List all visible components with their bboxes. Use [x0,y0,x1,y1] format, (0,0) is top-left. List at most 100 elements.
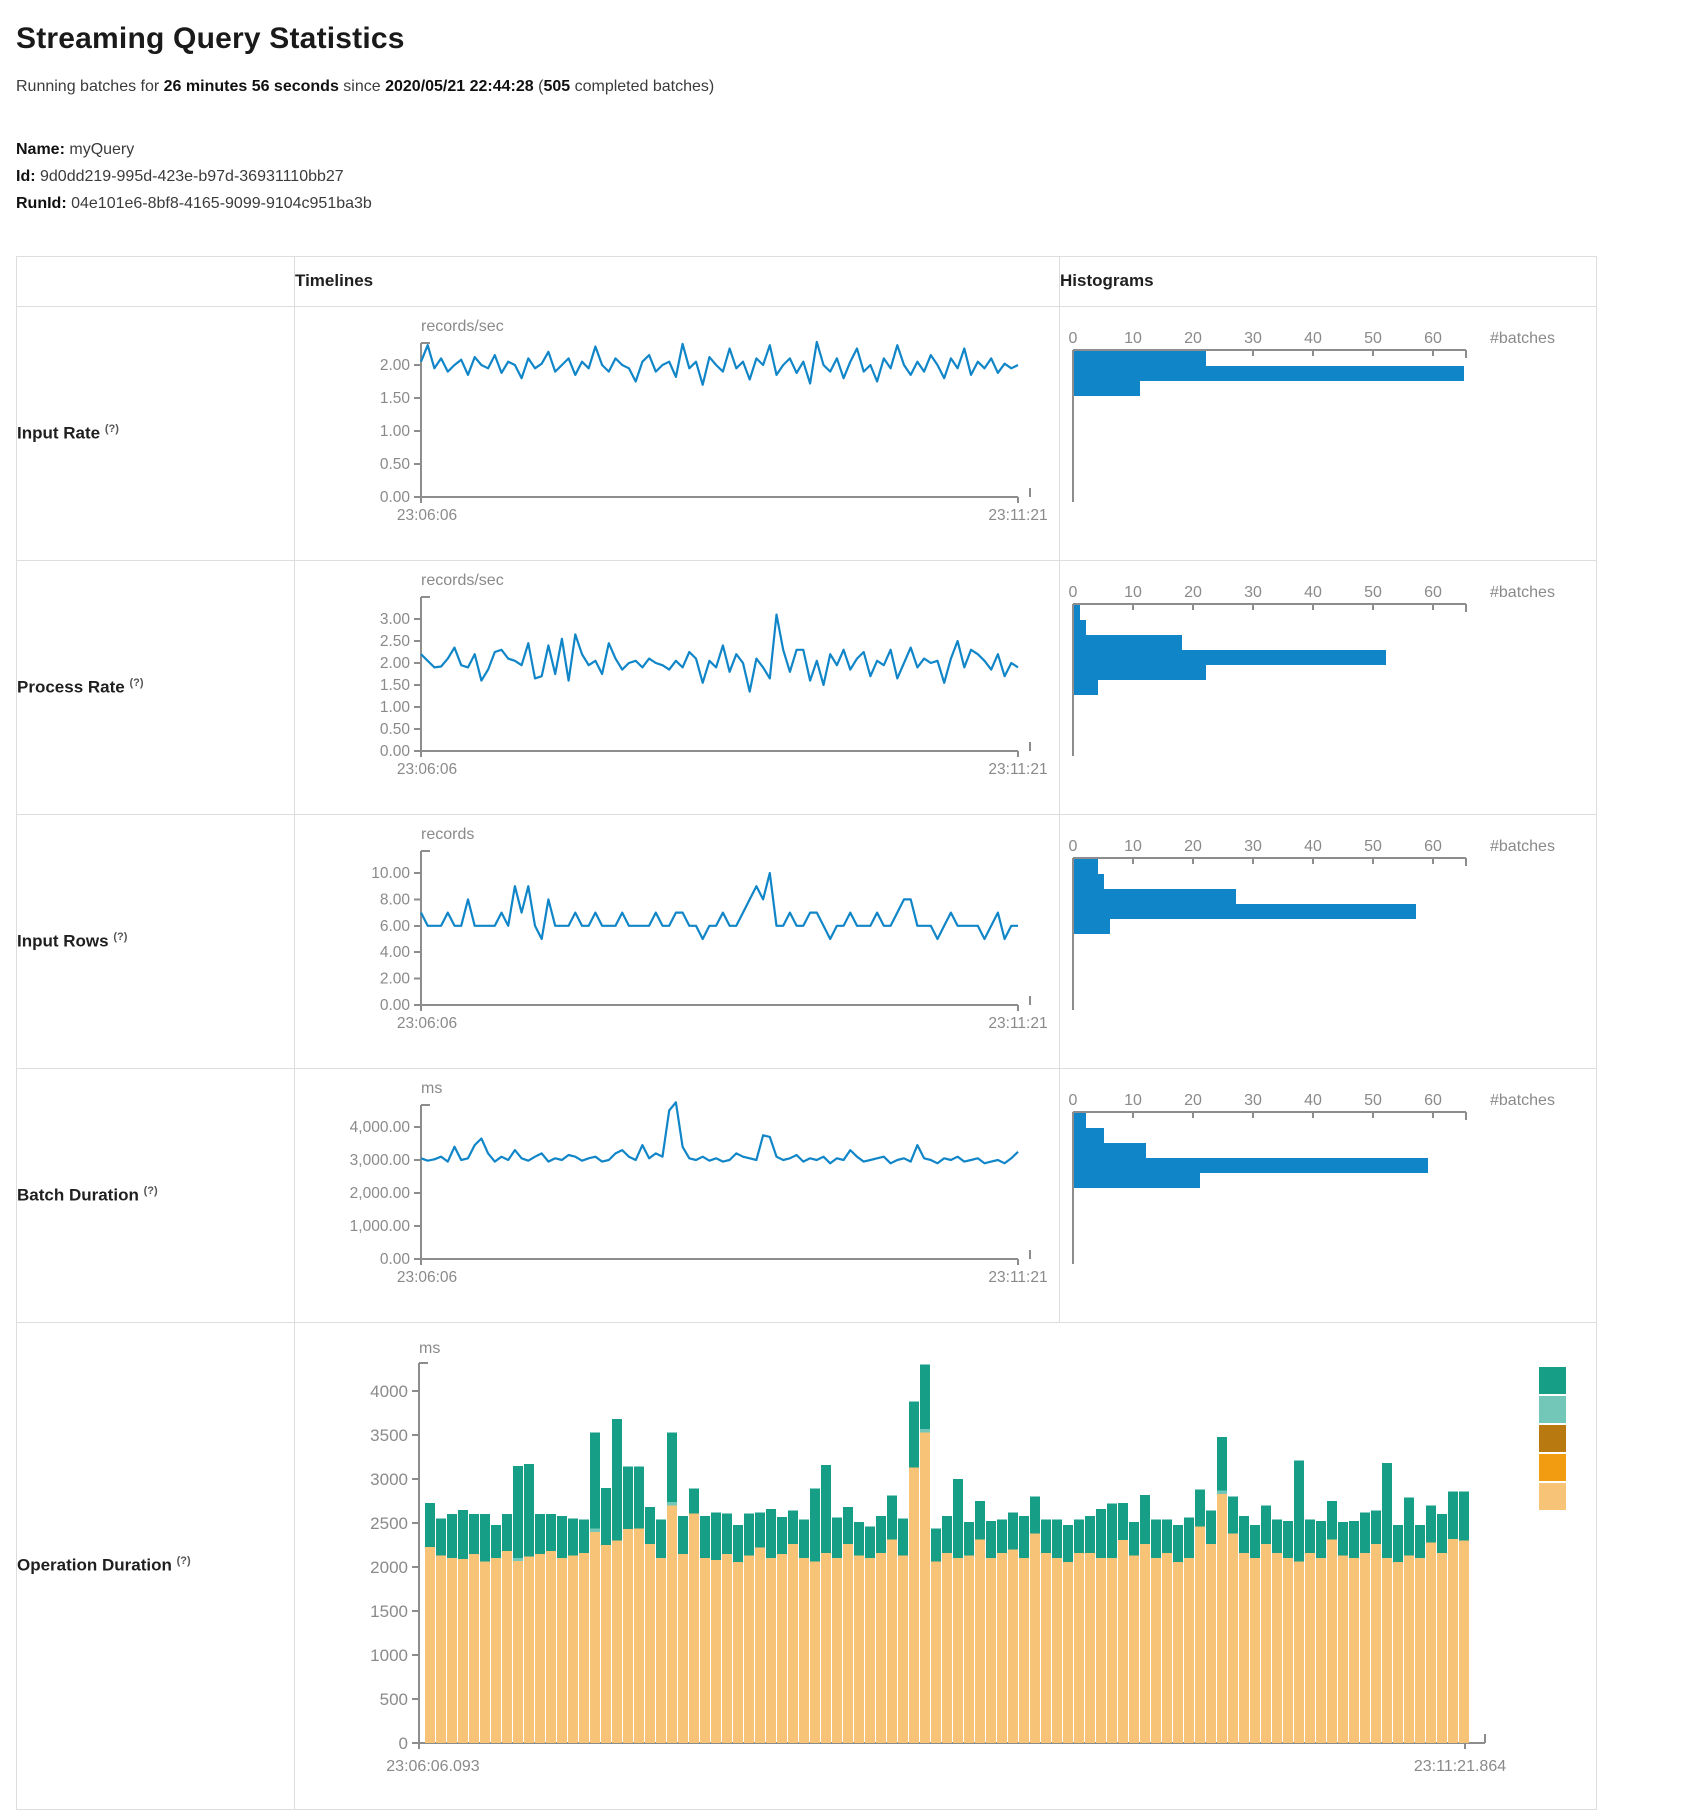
svg-text:6.00: 6.00 [380,917,411,934]
svg-text:23:06:06.093: 23:06:06.093 [386,1758,480,1775]
timelines-header: Timelines [294,255,1060,307]
process-rate-label: Process Rate [17,677,125,697]
svg-text:1500: 1500 [370,1602,408,1621]
svg-text:23:11:21: 23:11:21 [988,1269,1047,1286]
query-id-label: Id: [16,168,36,186]
input-rate-histogram-chart: 0 10 20 30 40 50 60 #batches [1060,307,1596,560]
svg-text:4,000.00: 4,000.00 [350,1119,411,1136]
svg-text:2,000.00: 2,000.00 [350,1185,411,1202]
svg-text:0: 0 [1069,330,1078,347]
svg-text:2.00: 2.00 [380,970,411,987]
svg-text:23:06:06: 23:06:06 [397,1269,457,1286]
input-rate-help-icon[interactable]: (?) [104,422,119,435]
batch-duration-timeline-chart: ms 0.00 1,000.00 2,000.00 3,000.00 4,000.00 23… [295,1069,1059,1322]
svg-text:1,000.00: 1,000.00 [350,1218,411,1235]
svg-text:50: 50 [1364,584,1382,601]
svg-text:60: 60 [1424,330,1442,347]
svg-text:1.00: 1.00 [380,699,411,716]
process-rate-histogram-cell: 0 10 20 30 40 50 60 #batches [1059,559,1597,815]
running-mid: since [338,78,386,95]
svg-text:0.00: 0.00 [380,743,411,760]
input-rows-timeline-chart: records 0.00 2.00 4.00 6.00 8.00 10.00 23:06:06… [295,815,1059,1068]
svg-text:20: 20 [1184,838,1202,855]
svg-text:1.50: 1.50 [380,677,411,694]
query-runid-value: 04e101e6-8bf8-4165-9099-9104c951ba3b [71,195,372,213]
query-id-value: 9d0dd219-995d-423e-b97d-36931110bb27 [40,168,344,186]
input-rows-timeline-cell: records 0.00 2.00 4.00 6.00 8.00 10.00 23:06:06… [294,813,1060,1069]
svg-text:3,000.00: 3,000.00 [350,1152,411,1169]
process-rate-label-cell: Process Rate (?) [16,559,295,815]
svg-text:40: 40 [1304,584,1322,601]
query-runid-label: RunId: [16,195,67,213]
batch-duration-help-icon[interactable]: (?) [143,1184,158,1197]
svg-text:30: 30 [1244,1092,1262,1109]
running-open-paren: ( [533,78,544,95]
query-name-line: Name: myQuery [16,136,1679,163]
svg-text:40: 40 [1304,1092,1322,1109]
svg-text:10.00: 10.00 [371,865,410,882]
svg-text:0.50: 0.50 [380,456,411,473]
batch-duration-label-cell: Batch Duration (?) [16,1067,295,1323]
svg-text:0: 0 [1069,584,1078,601]
histograms-header: Histograms [1059,255,1597,307]
table-header-row: Timelines Histograms [16,255,1597,307]
svg-text:2.50: 2.50 [380,633,411,650]
svg-text:records: records [421,826,474,843]
svg-text:60: 60 [1424,584,1442,601]
svg-text:23:11:21: 23:11:21 [988,761,1047,778]
svg-text:10: 10 [1124,1092,1142,1109]
input-rate-timeline-cell: records/sec 0.00 0.50 1.00 1.50 2.00 23:06:06 2… [294,305,1060,561]
svg-text:3000: 3000 [370,1470,408,1489]
query-runid-line: RunId: 04e101e6-8bf8-4165-9099-9104c951b… [16,190,1679,217]
batch-duration-timeline-cell: ms 0.00 1,000.00 2,000.00 3,000.00 4,000.00 23… [294,1067,1060,1323]
svg-text:ms: ms [419,1340,440,1357]
batch-duration-histogram-chart: 0 10 20 30 40 50 60 #batches [1060,1069,1596,1322]
svg-text:1000: 1000 [370,1646,408,1665]
svg-text:1.50: 1.50 [380,390,411,407]
input-rows-help-icon[interactable]: (?) [113,930,128,943]
operation-duration-stacked-chart: ms 0 500 1000 1500 2000 2500 3000 3500 4000 23:06:… [295,1323,1596,1809]
svg-text:23:11:21: 23:11:21 [988,1015,1047,1032]
svg-text:23:06:06: 23:06:06 [397,507,457,524]
svg-text:20: 20 [1184,330,1202,347]
svg-text:2.00: 2.00 [380,357,411,374]
process-rate-help-icon[interactable]: (?) [129,676,144,689]
query-name-label: Name: [16,141,65,158]
statistics-table: Timelines Histograms Input Rate (?) reco… [16,255,1597,1810]
svg-text:0: 0 [1069,838,1078,855]
svg-text:records/sec: records/sec [421,572,504,589]
svg-text:3500: 3500 [370,1426,408,1445]
input-rows-row: Input Rows (?) records 0.00 2.00 4.00 6.00 8.… [16,813,1597,1069]
running-suffix: completed batches) [570,78,715,95]
operation-duration-help-icon[interactable]: (?) [176,1555,191,1568]
svg-text:40: 40 [1304,330,1322,347]
svg-text:23:06:06: 23:06:06 [397,1015,457,1032]
input-rate-row: Input Rate (?) records/sec 0.00 0.50 1.00 1.… [16,305,1597,561]
svg-text:30: 30 [1244,330,1262,347]
svg-text:30: 30 [1244,838,1262,855]
batch-duration-label: Batch Duration [17,1185,139,1205]
svg-text:23:11:21.864: 23:11:21.864 [1414,1758,1506,1775]
operation-duration-label: Operation Duration [17,1555,172,1575]
svg-text:30: 30 [1244,584,1262,601]
process-rate-timeline-chart: records/sec 0.00 0.50 1.00 1.50 2.00 2.50 3.00 2… [295,561,1059,814]
svg-text:#batches: #batches [1490,838,1555,855]
svg-text:8.00: 8.00 [380,891,411,908]
svg-text:20: 20 [1184,584,1202,601]
query-name-value: myQuery [69,141,135,158]
operation-duration-chart-cell: ms 0 500 1000 1500 2000 2500 3000 3500 4000 23:06:… [294,1321,1597,1810]
svg-text:23:11:21: 23:11:21 [988,507,1047,524]
process-rate-row: Process Rate (?) records/sec 0.00 0.50 1.00… [16,559,1597,815]
svg-text:50: 50 [1364,1092,1382,1109]
svg-text:2500: 2500 [370,1514,408,1533]
svg-text:23:06:06: 23:06:06 [397,761,457,778]
svg-text:#batches: #batches [1490,1092,1555,1109]
svg-text:500: 500 [380,1690,408,1709]
svg-text:0.00: 0.00 [380,489,411,506]
completed-batches-count: 505 [543,78,571,95]
operation-duration-label-cell: Operation Duration (?) [16,1321,295,1810]
running-prefix: Running batches for [16,78,164,95]
svg-text:10: 10 [1124,838,1142,855]
svg-text:#batches: #batches [1490,330,1555,347]
svg-text:records/sec: records/sec [421,318,504,335]
